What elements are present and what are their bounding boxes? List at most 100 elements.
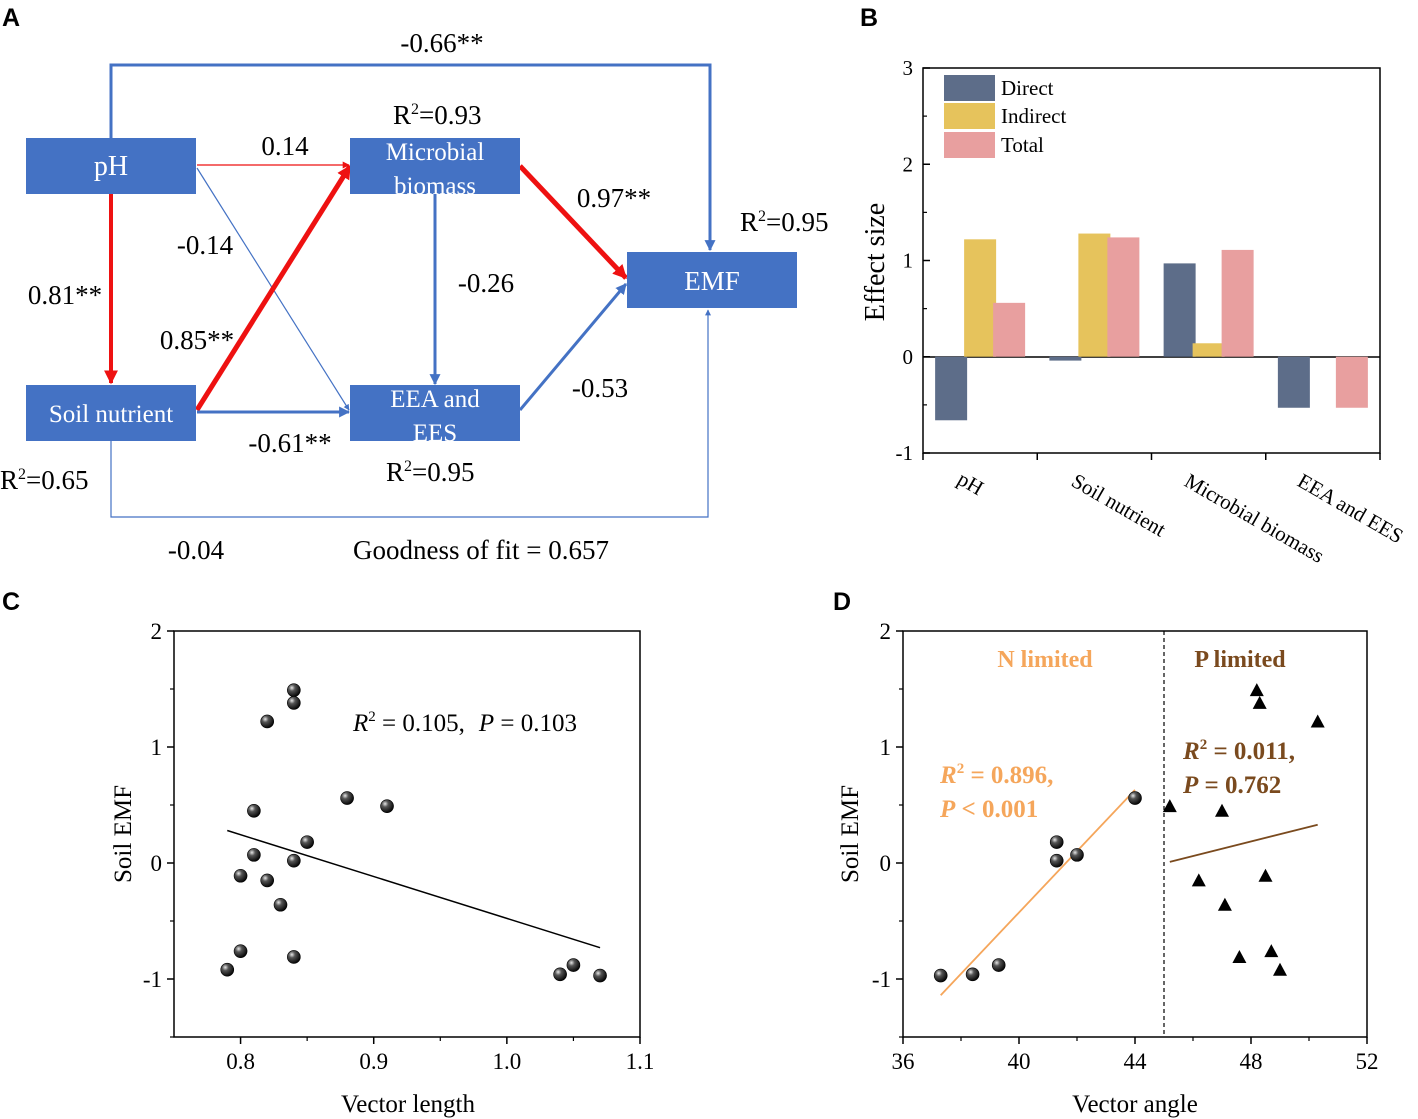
- c-data-point: [553, 967, 567, 982]
- coef-soil-emf: -0.04: [168, 535, 225, 565]
- panel-d-x-axis-title: Vector angle: [1072, 1091, 1198, 1118]
- node-emf: [627, 252, 797, 308]
- d-data-point-p-limited: [1191, 873, 1206, 887]
- coef-eea-emf: -0.53: [572, 373, 628, 403]
- bar-total-ph: [993, 302, 1026, 357]
- legend-swatch-direct: [944, 75, 995, 101]
- c-data-point: [220, 962, 235, 977]
- d-data-point-p-limited: [1232, 949, 1247, 963]
- d-data-point-p-limited: [1273, 962, 1287, 976]
- c-data-point: [340, 791, 354, 805]
- legend-swatch-total: [944, 132, 995, 158]
- panel-label-c: C: [2, 588, 20, 616]
- d-y-tick-label: 0: [880, 851, 892, 876]
- c-fit-line: [227, 829, 601, 949]
- node-ph: [26, 138, 196, 194]
- d-data-point-p-limited: [1217, 897, 1232, 911]
- coef-ph-soil: 0.81**: [28, 280, 102, 310]
- goodness-of-fit: Goodness of fit = 0.657: [353, 535, 609, 565]
- b-y-tick-label: 1: [903, 249, 914, 273]
- coef-microbial-emf: 0.97**: [577, 183, 651, 213]
- c-data-point: [233, 944, 248, 958]
- path-soil-microbial: [194, 164, 353, 412]
- d-data-point-n-limited: [1070, 848, 1084, 862]
- c-data-point: [300, 835, 314, 849]
- c-data-point: [287, 683, 301, 697]
- b-y-tick-label: 3: [903, 56, 914, 80]
- d-data-point-p-limited: [1249, 683, 1264, 697]
- node-emf-label: EMF: [684, 266, 740, 296]
- c-y-tick-label: 1: [151, 735, 163, 760]
- d-data-point-n-limited: [965, 967, 980, 982]
- d-data-point-p-limited: [1310, 714, 1325, 728]
- d-data-point-p-limited: [1162, 799, 1177, 813]
- d-y-tick-label: 2: [880, 619, 892, 644]
- coef-ph-microbial: 0.14: [261, 131, 309, 161]
- c-data-point: [273, 897, 288, 912]
- c-y-tick-label: 0: [151, 851, 163, 876]
- panel-d-annotation-p-p: P = 0.762: [1182, 772, 1281, 799]
- node-soil-label: Soil nutrient: [49, 401, 173, 428]
- node-microbial-label-line2: biomass: [394, 173, 476, 200]
- panel-a-path-diagram: pH Soil nutrient Microbial biomass EEA a…: [0, 28, 829, 565]
- r2-soil: R2=0.65: [0, 465, 89, 495]
- node-microbial-label-line1: Microbial: [386, 139, 485, 166]
- panel-c-y-axis-title: Soil EMF: [110, 785, 137, 883]
- c-data-point: [287, 853, 301, 868]
- c-data-point: [566, 958, 581, 972]
- path-ph-emf: [109, 63, 716, 252]
- node-soil-nutrient: [26, 385, 196, 441]
- bar-indirect-ph: [964, 239, 997, 357]
- c-x-tick-label: 1.1: [626, 1049, 655, 1074]
- node-eea-ees: [350, 385, 520, 441]
- bar-total-eea-and-ees: [1335, 356, 1368, 408]
- d-data-point-p-limited: [1215, 803, 1229, 817]
- coef-ph-emf: -0.66**: [400, 28, 483, 58]
- panel-d-y-axis-title: Soil EMF: [837, 785, 864, 883]
- panel-c-x-axis-title: Vector length: [341, 1091, 475, 1118]
- panel-c-scatter: 0.8 0.9 1.0 1.1 -1 0 1 2 Vector length Soil EMF…: [110, 619, 654, 1118]
- r2-microbial: R2=0.93: [393, 100, 482, 130]
- c-data-point: [593, 968, 607, 983]
- coef-soil-eea: -0.61**: [248, 428, 331, 458]
- node-eea-label-line1: EEA and: [390, 386, 480, 413]
- legend-label-total: Total: [1001, 133, 1044, 157]
- legend-label-direct: Direct: [1001, 76, 1054, 100]
- coef-microbial-eea: -0.26: [458, 268, 514, 298]
- d-x-tick-label: 52: [1356, 1049, 1379, 1074]
- d-data-point-n-limited: [1049, 853, 1064, 868]
- bar-direct-microbial-biomass: [1163, 263, 1196, 357]
- c-data-point: [287, 696, 301, 710]
- panel-label-a: A: [2, 4, 20, 32]
- c-data-point: [260, 873, 275, 888]
- panel-b-y-axis-title: Effect size: [860, 203, 891, 321]
- bar-direct-eea-and-ees: [1277, 356, 1310, 408]
- panel-d-group-label-n: N limited: [997, 647, 1093, 673]
- d-data-point-p-limited: [1258, 868, 1273, 882]
- c-y-tick-label: -1: [143, 967, 162, 992]
- d-x-tick-label: 44: [1124, 1049, 1148, 1074]
- node-ph-label: pH: [94, 151, 128, 182]
- d-x-tick-label: 40: [1008, 1049, 1031, 1074]
- panel-d-annotation-n-r2: R2 = 0.896,: [939, 761, 1053, 789]
- legend-label-indirect: Indirect: [1001, 104, 1066, 128]
- bar-indirect-soil-nutrient: [1078, 233, 1111, 357]
- d-fit-line-n-limited: [940, 789, 1136, 996]
- d-x-tick-label: 48: [1240, 1049, 1263, 1074]
- c-x-tick-label: 0.8: [226, 1049, 255, 1074]
- d-y-tick-label: -1: [872, 967, 891, 992]
- coef-soil-microbial: 0.85**: [160, 325, 234, 355]
- bar-indirect-microbial-biomass: [1192, 343, 1225, 357]
- c-data-point: [247, 848, 261, 862]
- bar-direct-ph: [935, 356, 968, 421]
- d-data-point-n-limited: [1049, 835, 1064, 849]
- c-data-point: [380, 799, 394, 813]
- r2-eea: R2=0.95: [386, 457, 475, 487]
- b-y-tick-label: -1: [896, 441, 914, 465]
- b-y-tick-label: 2: [903, 152, 914, 176]
- d-data-point-p-limited: [1264, 944, 1279, 958]
- bar-direct-soil-nutrient: [1049, 356, 1082, 361]
- panel-label-b: B: [860, 4, 878, 32]
- b-y-tick-label: 0: [903, 345, 914, 369]
